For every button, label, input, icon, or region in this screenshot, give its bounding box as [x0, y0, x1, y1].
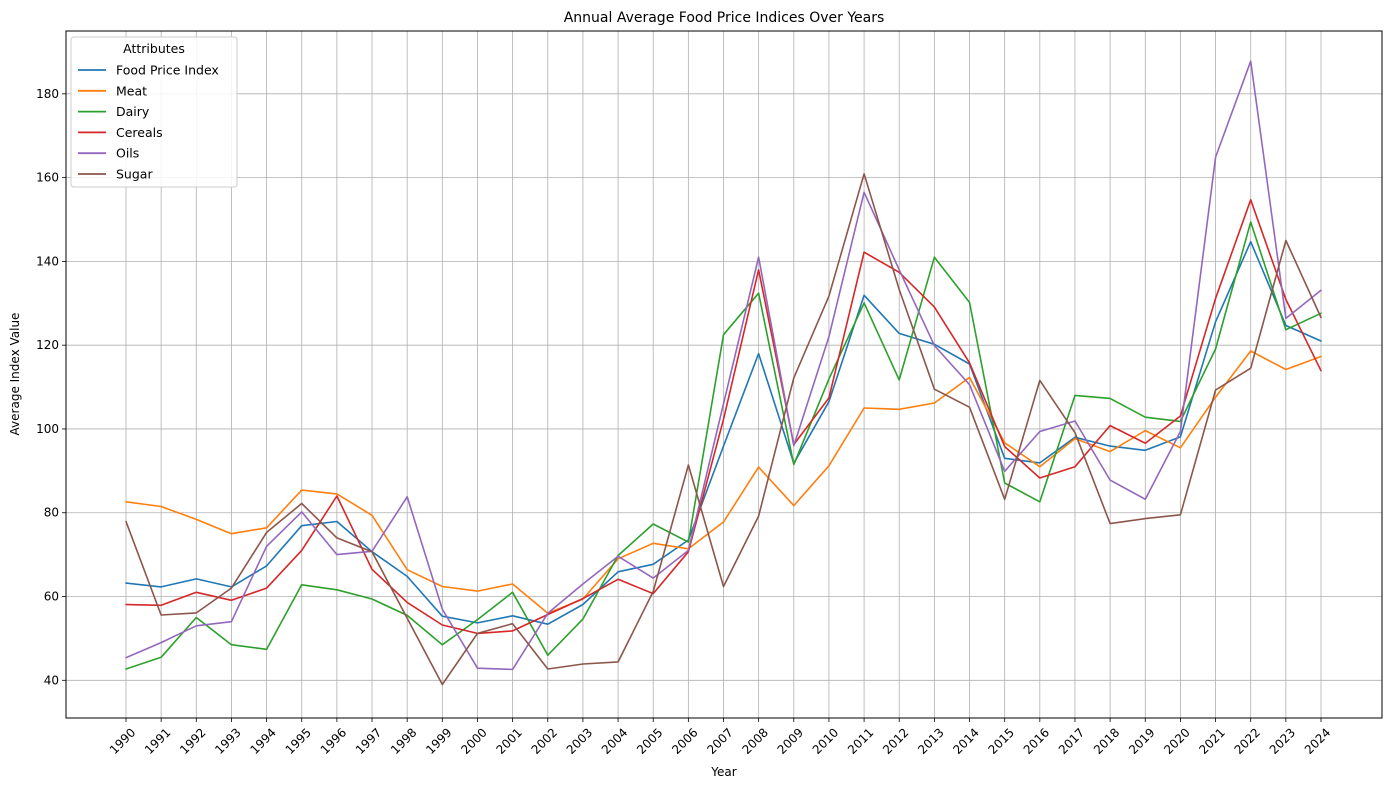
legend: Attributes Food Price Index Meat Dairy Cere… [70, 36, 238, 188]
legend-label-food-price-index: Food Price Index [116, 63, 219, 78]
series-line-oils [125, 60, 1322, 671]
series-line-cereals [125, 199, 1322, 635]
series-lines [125, 60, 1322, 686]
series-line-food-price-index [125, 240, 1322, 626]
series-line-meat [125, 350, 1322, 615]
legend-label-meat: Meat [116, 83, 147, 98]
x-axis-title: Year [710, 765, 736, 779]
y-axis-title: Average Index Value [8, 313, 22, 436]
series-line-dairy [125, 221, 1322, 670]
y-tick-label: 120 [36, 338, 59, 352]
series-line-sugar [125, 173, 1322, 686]
legend-label-oils: Oils [116, 146, 139, 161]
y-tick-label: 180 [36, 87, 59, 101]
y-tick-label: 40 [44, 673, 59, 687]
y-tick-label: 80 [44, 506, 59, 520]
legend-label-dairy: Dairy [116, 104, 150, 119]
y-tick-label: 160 [36, 171, 59, 185]
y-tick-label: 60 [44, 590, 59, 604]
legend-frame [70, 36, 238, 188]
legend-label-sugar: Sugar [116, 167, 153, 182]
y-tick-label: 100 [36, 422, 59, 436]
plot-frame [65, 30, 1383, 719]
y-tick-label: 140 [36, 254, 59, 268]
legend-title: Attributes [123, 41, 185, 56]
legend-items: Food Price Index Meat Dairy Cereals Oils Suga… [78, 63, 219, 182]
legend-label-cereals: Cereals [116, 125, 163, 140]
chart-title: Annual Average Food Price Indices Over Y… [564, 10, 885, 26]
